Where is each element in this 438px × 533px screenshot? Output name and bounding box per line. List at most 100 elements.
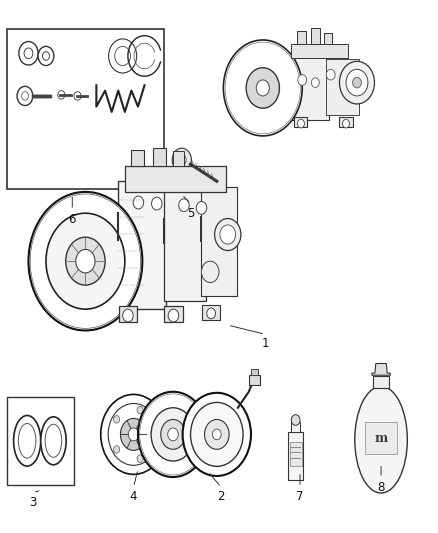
Text: 4: 4 xyxy=(130,490,138,503)
Circle shape xyxy=(21,92,28,100)
Circle shape xyxy=(152,431,158,438)
Text: 2: 2 xyxy=(217,490,225,503)
Circle shape xyxy=(108,403,159,465)
Text: m: m xyxy=(374,432,388,445)
Circle shape xyxy=(297,119,304,128)
Bar xyxy=(125,166,226,192)
Circle shape xyxy=(168,428,178,441)
Circle shape xyxy=(215,219,241,251)
Circle shape xyxy=(39,204,132,318)
Circle shape xyxy=(128,428,139,441)
Circle shape xyxy=(205,419,229,449)
Circle shape xyxy=(113,416,120,423)
Circle shape xyxy=(151,408,195,461)
Circle shape xyxy=(74,92,81,100)
Circle shape xyxy=(237,57,288,119)
Circle shape xyxy=(161,419,185,449)
Bar xyxy=(251,369,258,375)
Circle shape xyxy=(30,194,141,328)
Circle shape xyxy=(152,197,162,210)
Bar xyxy=(164,184,206,301)
Circle shape xyxy=(339,61,374,104)
Bar xyxy=(339,117,353,127)
Circle shape xyxy=(42,52,49,60)
Bar xyxy=(365,422,397,454)
Bar xyxy=(153,148,166,166)
Circle shape xyxy=(231,50,294,126)
Circle shape xyxy=(17,86,33,106)
Circle shape xyxy=(311,78,319,87)
Bar xyxy=(202,305,220,320)
Circle shape xyxy=(223,40,302,136)
Bar xyxy=(164,306,183,322)
Circle shape xyxy=(43,209,128,313)
Bar xyxy=(373,376,389,388)
Circle shape xyxy=(220,225,236,244)
Circle shape xyxy=(179,199,189,212)
Circle shape xyxy=(233,52,292,124)
Bar xyxy=(294,117,307,127)
Circle shape xyxy=(137,406,143,414)
Circle shape xyxy=(196,201,207,214)
Bar xyxy=(249,375,260,385)
Circle shape xyxy=(137,455,143,463)
Text: 1: 1 xyxy=(261,337,269,350)
Circle shape xyxy=(123,309,133,322)
Text: 7: 7 xyxy=(296,490,304,503)
Circle shape xyxy=(225,42,300,134)
Circle shape xyxy=(19,42,38,65)
Circle shape xyxy=(235,54,290,122)
Circle shape xyxy=(41,207,130,316)
Circle shape xyxy=(35,199,136,323)
Circle shape xyxy=(143,398,203,471)
Circle shape xyxy=(46,213,125,309)
Text: 3: 3 xyxy=(29,496,36,508)
Circle shape xyxy=(291,415,300,425)
Circle shape xyxy=(140,394,206,475)
Circle shape xyxy=(141,396,205,473)
Bar xyxy=(291,44,348,58)
Circle shape xyxy=(149,405,197,464)
Circle shape xyxy=(207,308,215,319)
Bar xyxy=(173,151,184,166)
Bar xyxy=(201,187,237,296)
Circle shape xyxy=(346,69,368,96)
Circle shape xyxy=(172,148,191,172)
Circle shape xyxy=(227,45,298,131)
Circle shape xyxy=(101,394,166,474)
Circle shape xyxy=(120,418,147,450)
Bar xyxy=(326,59,359,115)
Circle shape xyxy=(183,393,251,476)
Circle shape xyxy=(191,402,243,466)
Polygon shape xyxy=(372,364,390,375)
Bar xyxy=(291,422,300,432)
Circle shape xyxy=(133,196,144,209)
Circle shape xyxy=(212,429,221,440)
Circle shape xyxy=(229,47,297,129)
Circle shape xyxy=(58,91,65,99)
Circle shape xyxy=(145,401,201,468)
Circle shape xyxy=(246,68,279,108)
Bar xyxy=(289,56,328,120)
Circle shape xyxy=(38,46,54,66)
Text: 8: 8 xyxy=(378,481,385,494)
Text: 5: 5 xyxy=(187,207,194,220)
Bar xyxy=(7,29,164,189)
Ellipse shape xyxy=(45,424,62,457)
Bar xyxy=(118,181,166,309)
Text: 6: 6 xyxy=(68,213,76,226)
Bar xyxy=(7,397,74,485)
Ellipse shape xyxy=(355,386,407,493)
Circle shape xyxy=(32,197,138,326)
Circle shape xyxy=(353,77,361,88)
Bar xyxy=(131,150,144,166)
Circle shape xyxy=(45,212,126,310)
Bar xyxy=(324,33,332,44)
Circle shape xyxy=(76,249,95,273)
Circle shape xyxy=(177,155,186,165)
Circle shape xyxy=(24,48,33,59)
Circle shape xyxy=(256,80,269,96)
Circle shape xyxy=(138,392,208,477)
Bar xyxy=(119,306,137,322)
Circle shape xyxy=(343,119,350,128)
